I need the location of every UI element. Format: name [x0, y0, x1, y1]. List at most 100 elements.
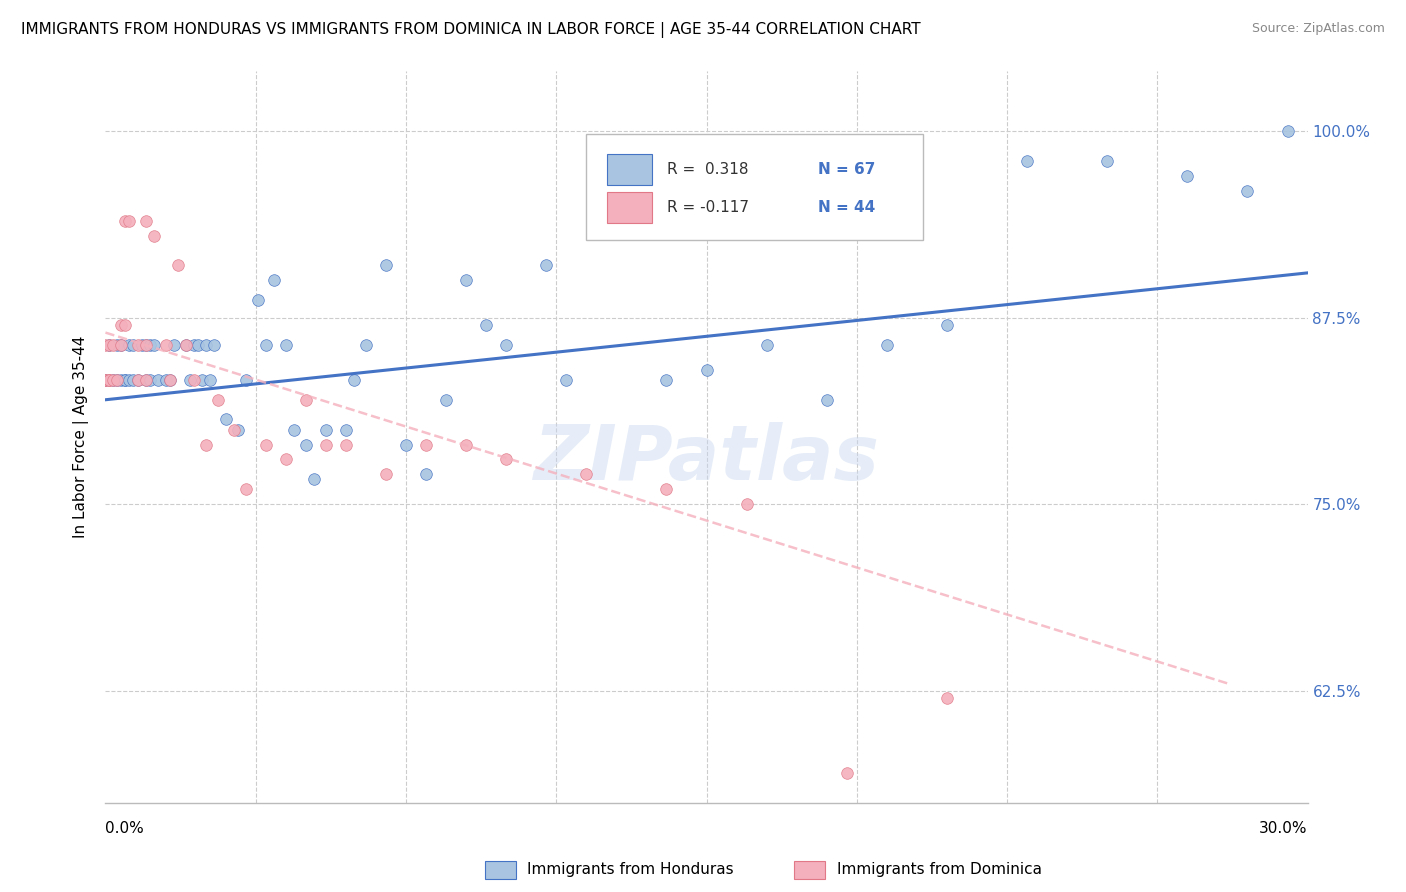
Point — [222, 423, 245, 437]
Point — [98, 373, 121, 387]
Text: 30.0%: 30.0% — [1260, 821, 1308, 836]
Point — [1236, 184, 1258, 198]
Point — [395, 437, 418, 451]
Point — [454, 437, 477, 451]
Point — [122, 373, 145, 387]
Point — [302, 472, 325, 486]
Point — [283, 423, 305, 437]
Point — [94, 373, 117, 387]
Point — [114, 318, 136, 332]
Point — [190, 373, 212, 387]
Point — [127, 337, 149, 351]
Point — [135, 337, 157, 351]
Point — [159, 373, 181, 387]
Point — [155, 373, 177, 387]
Point — [495, 337, 517, 351]
Point — [755, 337, 778, 351]
Point — [138, 337, 160, 351]
Point — [174, 337, 197, 351]
Point — [254, 337, 277, 351]
Point — [183, 337, 205, 351]
Point — [142, 228, 165, 243]
Point — [936, 318, 959, 332]
Point — [315, 437, 337, 451]
Point — [214, 412, 236, 426]
Point — [103, 373, 125, 387]
Point — [107, 337, 129, 351]
Point — [655, 483, 678, 497]
Point — [94, 337, 117, 351]
Point — [415, 437, 437, 451]
Point — [235, 483, 257, 497]
Point — [131, 337, 153, 351]
Point — [315, 423, 337, 437]
FancyBboxPatch shape — [586, 134, 922, 240]
Point — [343, 373, 366, 387]
Point — [135, 337, 157, 351]
Text: Immigrants from Honduras: Immigrants from Honduras — [527, 863, 734, 877]
Point — [335, 437, 357, 451]
Point — [94, 373, 117, 387]
Point — [107, 373, 129, 387]
Point — [103, 373, 125, 387]
Point — [118, 373, 141, 387]
Point — [696, 363, 718, 377]
Point — [274, 452, 297, 467]
Point — [263, 273, 285, 287]
Point — [174, 337, 197, 351]
Point — [1277, 124, 1299, 138]
Point — [114, 213, 136, 227]
Point — [138, 373, 160, 387]
Point — [183, 373, 205, 387]
Point — [98, 337, 121, 351]
Point — [1097, 153, 1119, 168]
Point — [235, 373, 257, 387]
Text: Immigrants from Dominica: Immigrants from Dominica — [837, 863, 1042, 877]
Point — [655, 373, 678, 387]
Point — [495, 452, 517, 467]
Point — [735, 497, 758, 511]
Point — [127, 373, 149, 387]
Bar — [607, 154, 652, 185]
Point — [135, 373, 157, 387]
Point — [575, 467, 598, 482]
Point — [936, 691, 959, 706]
Point — [159, 373, 181, 387]
Point — [162, 337, 184, 351]
Point — [354, 337, 377, 351]
Point — [110, 337, 132, 351]
Text: N = 44: N = 44 — [818, 200, 876, 215]
Point — [815, 392, 838, 407]
Point — [98, 373, 121, 387]
Point — [110, 337, 132, 351]
Point — [118, 337, 141, 351]
Point — [876, 337, 898, 351]
Point — [202, 337, 225, 351]
Point — [166, 259, 188, 273]
Point — [226, 423, 249, 437]
Point — [179, 373, 201, 387]
Point — [107, 373, 129, 387]
Point — [374, 259, 398, 273]
Point — [114, 373, 136, 387]
Point — [415, 467, 437, 482]
Point — [1017, 153, 1039, 168]
Point — [187, 337, 209, 351]
Point — [142, 337, 165, 351]
Point — [207, 392, 229, 407]
Point — [114, 373, 136, 387]
Point — [110, 373, 132, 387]
Text: IMMIGRANTS FROM HONDURAS VS IMMIGRANTS FROM DOMINICA IN LABOR FORCE | AGE 35-44 : IMMIGRANTS FROM HONDURAS VS IMMIGRANTS F… — [21, 22, 921, 38]
Point — [98, 337, 121, 351]
Point — [475, 318, 498, 332]
Point — [118, 213, 141, 227]
Point — [274, 337, 297, 351]
Point — [1177, 169, 1199, 183]
Bar — [607, 192, 652, 223]
Point — [454, 273, 477, 287]
Point — [122, 337, 145, 351]
Point — [194, 437, 217, 451]
Point — [135, 373, 157, 387]
Point — [534, 259, 557, 273]
Point — [103, 337, 125, 351]
